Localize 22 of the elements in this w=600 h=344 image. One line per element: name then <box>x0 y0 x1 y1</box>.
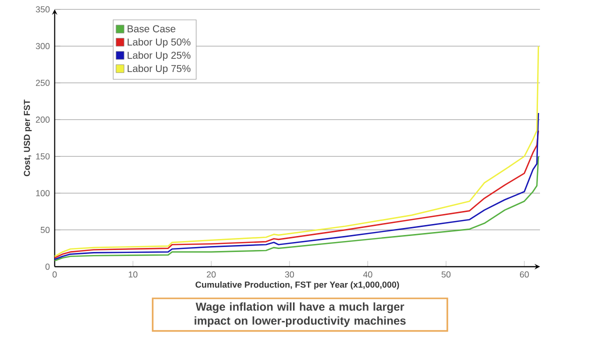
x-tick-label: 20 <box>206 271 216 278</box>
x-tick-label: 30 <box>285 271 294 278</box>
legend-label: Labor Up 50% <box>128 38 190 48</box>
x-tick-label: 0 <box>52 271 57 278</box>
x-tick-label: 40 <box>363 271 372 278</box>
y-tick-label: 50 <box>40 226 50 233</box>
y-tick-label: 150 <box>36 153 50 160</box>
y-axis-title: Cost, USD per FST <box>24 100 32 176</box>
x-tick-label: 60 <box>520 271 529 278</box>
x-axis-title: Cumulative Production, FST per Year (x1,000,000) <box>196 281 399 290</box>
legend-label: Labor Up 25% <box>128 51 190 61</box>
y-tick-label: 350 <box>36 6 50 12</box>
legend-label: Base Case <box>128 25 176 32</box>
y-tick-label: 300 <box>36 43 50 50</box>
legend-label: Labor Up 75% <box>128 64 190 74</box>
y-tick-label: 100 <box>36 190 50 196</box>
y-tick-label: 200 <box>36 116 50 123</box>
text: Wage inflation will have a much larger impact on lower-productivity machines <box>194 302 406 327</box>
y-tick-label: 250 <box>36 80 50 86</box>
x-tick-label: 50 <box>442 271 451 278</box>
x-tick-label: 10 <box>128 271 138 278</box>
y-tick-label: 0 <box>45 264 50 270</box>
